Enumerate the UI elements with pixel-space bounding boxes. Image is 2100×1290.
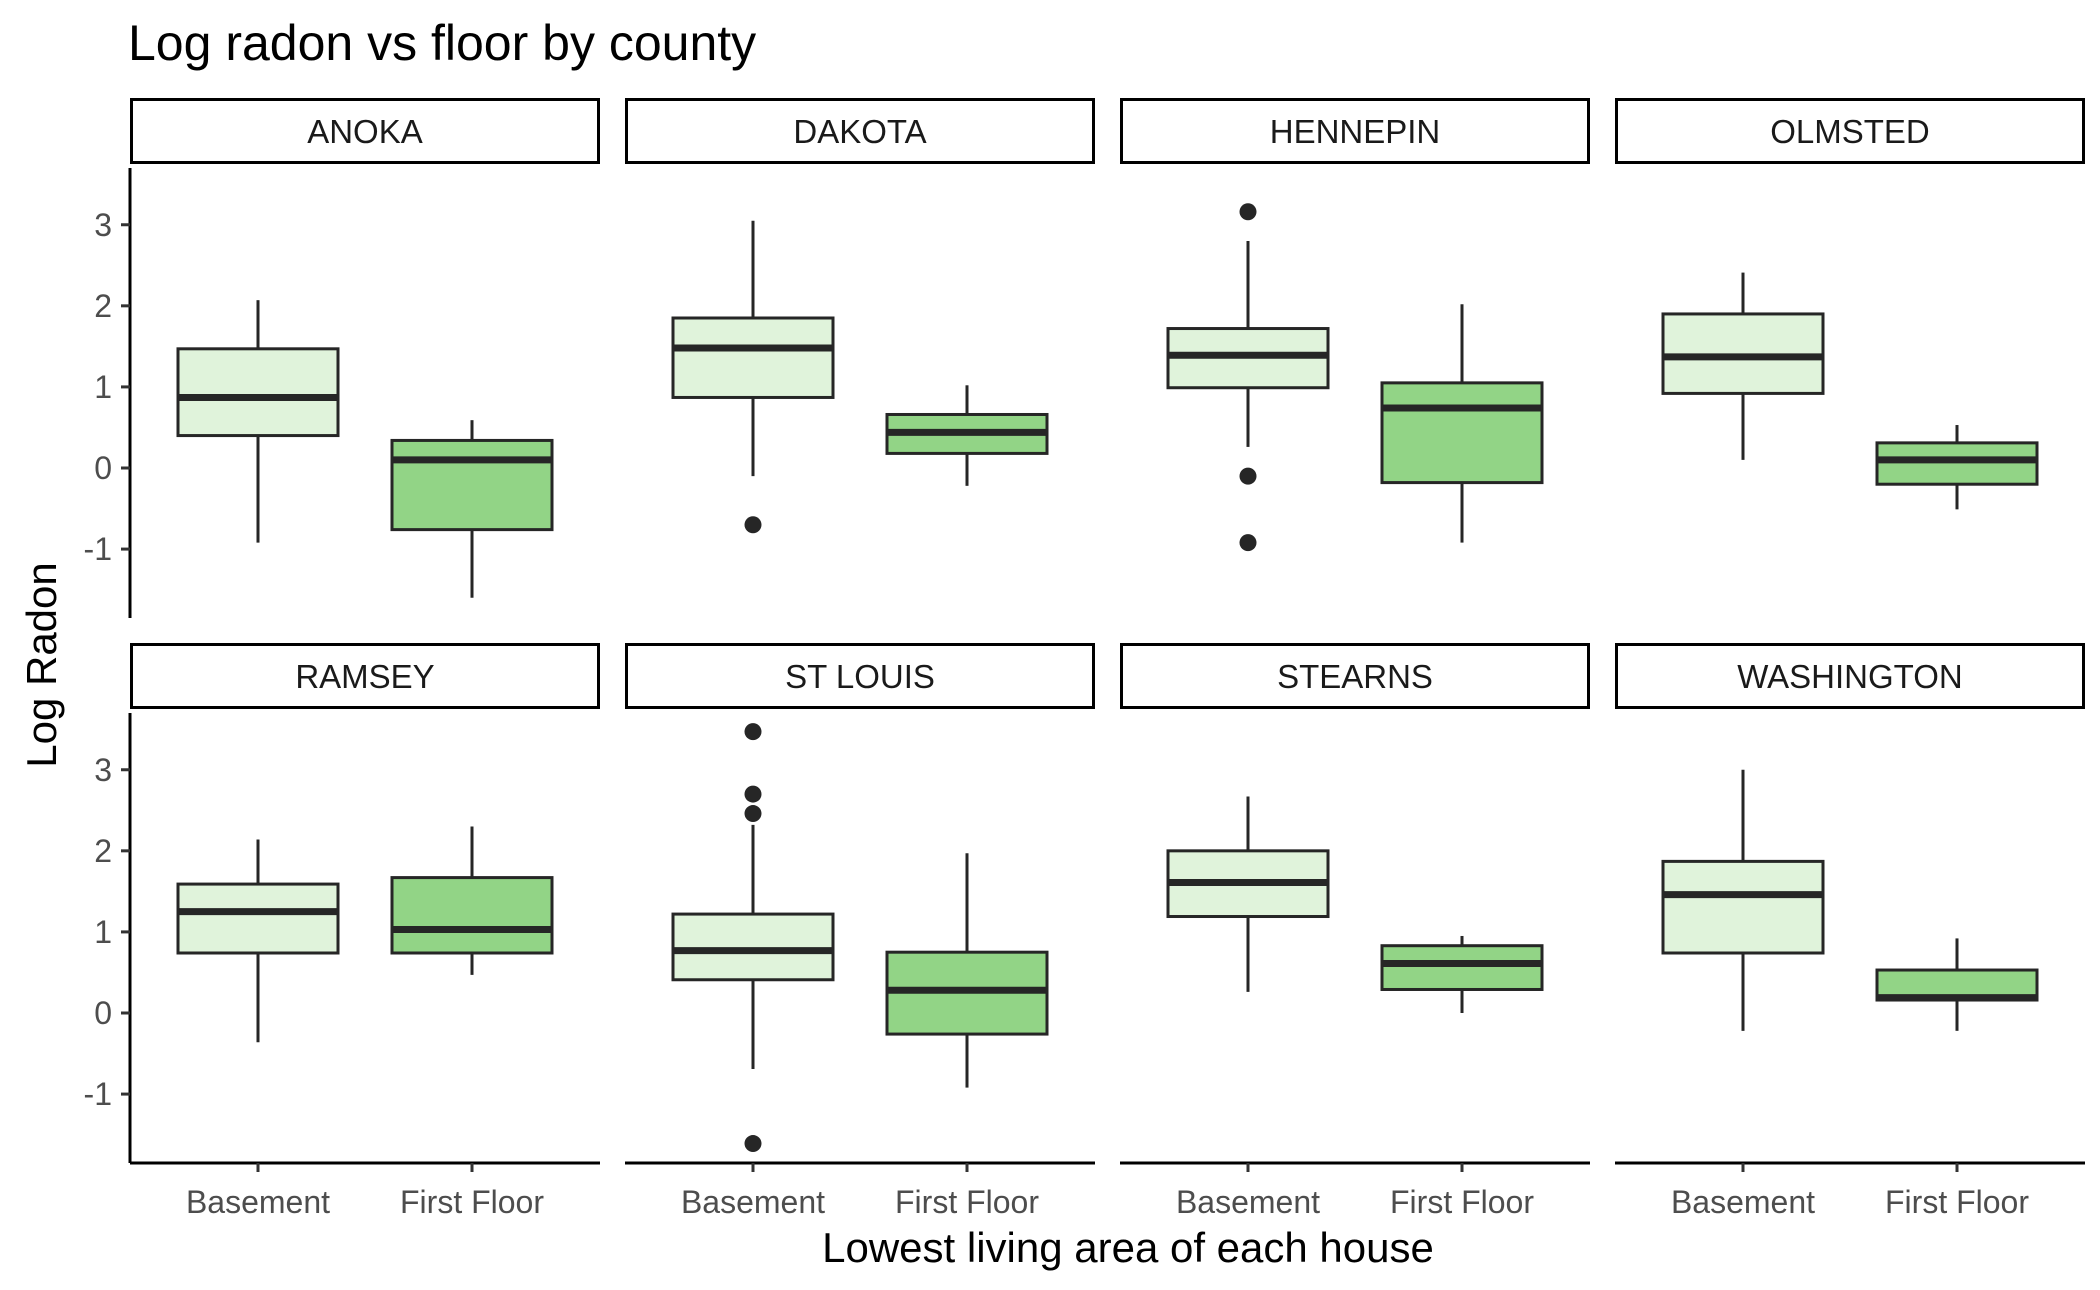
x-tick-label: First Floor [1390, 1184, 1534, 1220]
facet-strip [1120, 643, 1590, 709]
facet-strip [130, 98, 600, 164]
y-tick-label: -1 [84, 1076, 112, 1112]
facet-panels: ANOKA -1 0 1 2 3 DAKOTA HENNEPIN OLMSTED RAMSEY -1… [84, 98, 2085, 1220]
box-first-floor [1380, 935, 1544, 1013]
box-iqr [1380, 381, 1544, 485]
facet-strip-label: OLMSTED [1770, 113, 1930, 150]
y-tick-label: 1 [94, 914, 112, 950]
x-tick-label: First Floor [1885, 1184, 2029, 1220]
box-basement [1661, 769, 1825, 1031]
y-tick-label: 3 [94, 207, 112, 243]
y-tick-label: 0 [94, 450, 112, 486]
chart-title: Log radon vs floor by county [128, 15, 756, 71]
box-iqr [176, 347, 340, 438]
facet-strip [1615, 98, 2085, 164]
box-basement [671, 723, 835, 1153]
box-iqr [390, 438, 554, 532]
facet-strip-label: WASHINGTON [1737, 658, 1963, 695]
x-tick-label: First Floor [400, 1184, 544, 1220]
box-first-floor [1875, 425, 2039, 510]
outlier-point [744, 785, 762, 803]
x-tick-label: Basement [1176, 1184, 1320, 1220]
box-iqr [176, 882, 340, 955]
outlier-point [744, 723, 762, 741]
y-tick-label: 2 [94, 288, 112, 324]
y-tick-label: 2 [94, 833, 112, 869]
facet-strip-label: DAKOTA [793, 113, 926, 150]
box-iqr [671, 316, 835, 399]
facet-strip-label: RAMSEY [295, 658, 434, 695]
outlier-point [1239, 203, 1257, 221]
x-tick-label: Basement [1671, 1184, 1815, 1220]
panel-olmsted: OLMSTED [1615, 98, 2085, 510]
box-basement [1661, 272, 1825, 460]
box-basement [176, 300, 340, 543]
facet-strip-label: ST LOUIS [785, 658, 935, 695]
box-iqr [1661, 859, 1825, 955]
panel-stearns: STEARNS Basement First Floor [1120, 643, 1590, 1220]
box-first-floor [390, 420, 554, 598]
y-tick-label: 0 [94, 995, 112, 1031]
outlier-point [744, 805, 762, 823]
outlier-point [744, 1135, 762, 1153]
x-tick-label: First Floor [895, 1184, 1039, 1220]
facet-strip [130, 643, 600, 709]
box-basement [176, 839, 340, 1043]
facet-strip [1615, 643, 2085, 709]
x-tick-label: Basement [186, 1184, 330, 1220]
y-tick-label: 1 [94, 369, 112, 405]
panel-anoka: ANOKA -1 0 1 2 3 [84, 98, 600, 618]
box-basement [1166, 796, 1330, 992]
panel-hennepin: HENNEPIN [1120, 98, 1590, 552]
box-first-floor [885, 853, 1049, 1088]
outlier-point [744, 516, 762, 534]
facet-strip-label: HENNEPIN [1270, 113, 1441, 150]
facet-strip-label: ANOKA [307, 113, 423, 150]
y-tick-label: 3 [94, 752, 112, 788]
y-tick-label: -1 [84, 531, 112, 567]
facet-strip [625, 643, 1095, 709]
outlier-point [1239, 467, 1257, 485]
box-first-floor [390, 826, 554, 975]
box-iqr [671, 912, 835, 982]
panel-ramsey: RAMSEY -1 0 1 2 3 Basement First Floor [84, 643, 600, 1220]
box-basement [671, 220, 835, 534]
x-axis-title: Lowest living area of each house [822, 1224, 1434, 1271]
outlier-point [1239, 534, 1257, 552]
box-iqr [1875, 441, 2039, 486]
box-first-floor [1380, 304, 1544, 543]
facet-strip [1120, 98, 1590, 164]
box-first-floor [1875, 938, 2039, 1031]
panel-st-louis: ST LOUIS Basement First Floor [625, 643, 1095, 1220]
facet-strip-label: STEARNS [1277, 658, 1433, 695]
box-first-floor [885, 385, 1049, 486]
facet-strip [625, 98, 1095, 164]
x-tick-label: Basement [681, 1184, 825, 1220]
panel-washington: WASHINGTON Basement First Floor [1615, 643, 2085, 1220]
y-axis-title: Log Radon [18, 562, 65, 768]
box-basement [1166, 203, 1330, 552]
box-iqr [1380, 944, 1544, 991]
panel-dakota: DAKOTA [625, 98, 1095, 534]
box-iqr [390, 876, 554, 955]
